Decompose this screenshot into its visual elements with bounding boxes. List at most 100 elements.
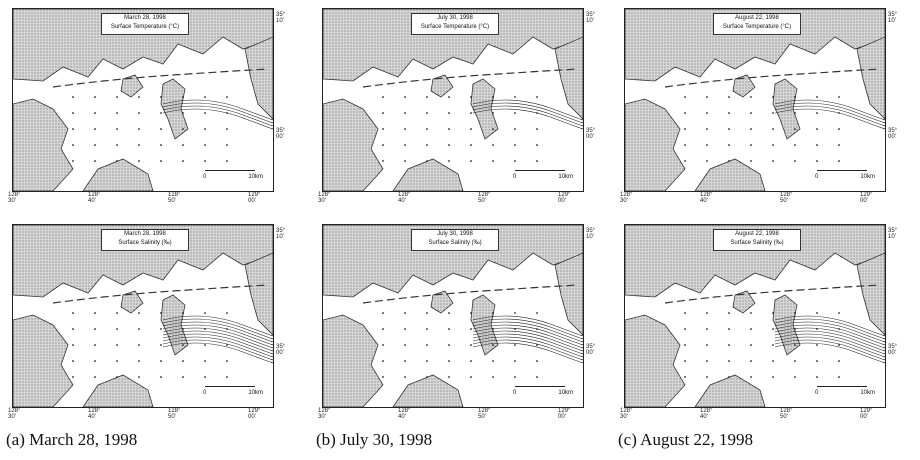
station-dot bbox=[514, 96, 516, 98]
station-dot bbox=[426, 144, 428, 146]
latitude-label: 35° 00' bbox=[586, 128, 596, 140]
station-dot bbox=[684, 160, 686, 162]
contour-line bbox=[162, 102, 273, 124]
station-dot bbox=[182, 376, 184, 378]
longitude-label: 128° 30' bbox=[8, 192, 21, 204]
station-dot bbox=[772, 360, 774, 362]
station-dot bbox=[72, 328, 74, 330]
map-canvas bbox=[625, 9, 885, 191]
station-dot bbox=[838, 376, 840, 378]
station-dot bbox=[448, 96, 450, 98]
station-dot bbox=[72, 344, 74, 346]
station-dot bbox=[750, 112, 752, 114]
station-dot bbox=[684, 128, 686, 130]
panel-caption: (b) July 30, 1998 bbox=[316, 430, 433, 449]
station-dot bbox=[182, 360, 184, 362]
station-dot bbox=[794, 112, 796, 114]
contour-line bbox=[162, 105, 273, 127]
station-dot bbox=[706, 144, 708, 146]
station-dot bbox=[426, 96, 428, 98]
latitude-label: 35° 00' bbox=[888, 344, 898, 356]
station-dot bbox=[182, 312, 184, 314]
station-dot bbox=[116, 328, 118, 330]
station-dot bbox=[382, 160, 384, 162]
station-dot bbox=[706, 376, 708, 378]
scale-start: 0 bbox=[513, 390, 517, 396]
station-dot bbox=[404, 360, 406, 362]
scale-end: 10km bbox=[248, 174, 264, 180]
scale-start: 0 bbox=[203, 174, 207, 180]
station-dot bbox=[404, 312, 406, 314]
scale-end: 10km bbox=[558, 390, 574, 396]
station-dot bbox=[160, 160, 162, 162]
map-date: March 28, 1998 bbox=[124, 15, 166, 21]
station-dot bbox=[138, 96, 140, 98]
map-title-box: March 28, 1998 Surface Salinity (‰) bbox=[101, 229, 189, 251]
scale-end: 10km bbox=[248, 390, 264, 396]
station-dot bbox=[470, 144, 472, 146]
station-dot bbox=[94, 344, 96, 346]
map-variable: Surface Salinity (‰) bbox=[730, 240, 784, 246]
land-mass bbox=[732, 74, 756, 98]
dashed-line bbox=[52, 68, 269, 88]
land-mass bbox=[160, 78, 189, 140]
station-dot bbox=[794, 376, 796, 378]
scale-end: 10km bbox=[558, 174, 574, 180]
contour-line bbox=[472, 108, 583, 130]
station-dot bbox=[706, 328, 708, 330]
station-dot bbox=[772, 96, 774, 98]
land-mass bbox=[430, 290, 454, 314]
station-dot bbox=[492, 360, 494, 362]
station-dot bbox=[160, 144, 162, 146]
station-dot bbox=[772, 312, 774, 314]
station-dot bbox=[706, 312, 708, 314]
station-dot bbox=[794, 96, 796, 98]
longitude-label: 129° 00' bbox=[558, 408, 571, 420]
station-dot bbox=[72, 112, 74, 114]
map-date: March 28, 1998 bbox=[124, 231, 166, 237]
longitude-label: 128° 50' bbox=[168, 192, 181, 204]
map-variable: Surface Temperature (°C) bbox=[420, 24, 490, 30]
station-dot bbox=[772, 344, 774, 346]
land-mass bbox=[82, 158, 154, 191]
station-dot bbox=[204, 312, 206, 314]
longitude-label: 128° 50' bbox=[780, 408, 793, 420]
station-dot bbox=[536, 360, 538, 362]
contour-line bbox=[774, 99, 885, 121]
station-dot bbox=[204, 112, 206, 114]
land-mass bbox=[120, 74, 144, 98]
station-dot bbox=[794, 360, 796, 362]
longitude-label: 129° 00' bbox=[248, 408, 261, 420]
contour-line bbox=[472, 342, 583, 364]
station-dot bbox=[750, 96, 752, 98]
contour-line bbox=[162, 321, 273, 343]
station-dot bbox=[94, 144, 96, 146]
station-dot bbox=[728, 360, 730, 362]
land-mass bbox=[82, 374, 154, 407]
land-mass bbox=[772, 78, 801, 140]
contour-line bbox=[472, 315, 583, 337]
station-dot bbox=[94, 376, 96, 378]
longitude-label: 128° 30' bbox=[8, 408, 21, 420]
station-dot bbox=[72, 360, 74, 362]
station-dot bbox=[448, 328, 450, 330]
station-dot bbox=[728, 128, 730, 130]
longitude-label: 128° 30' bbox=[620, 408, 633, 420]
station-dot bbox=[160, 128, 162, 130]
station-dot bbox=[116, 312, 118, 314]
contour-line bbox=[774, 327, 885, 349]
latitude-label: 35° 00' bbox=[888, 128, 898, 140]
map-canvas bbox=[323, 225, 583, 407]
station-dot bbox=[492, 312, 494, 314]
station-dot bbox=[382, 376, 384, 378]
station-dot bbox=[816, 160, 818, 162]
station-dot bbox=[794, 144, 796, 146]
station-dot bbox=[448, 376, 450, 378]
station-dot bbox=[138, 312, 140, 314]
station-dot bbox=[470, 376, 472, 378]
station-dot bbox=[426, 160, 428, 162]
station-dot bbox=[382, 96, 384, 98]
station-dot bbox=[492, 144, 494, 146]
station-dot bbox=[204, 96, 206, 98]
land-mass bbox=[13, 98, 74, 191]
